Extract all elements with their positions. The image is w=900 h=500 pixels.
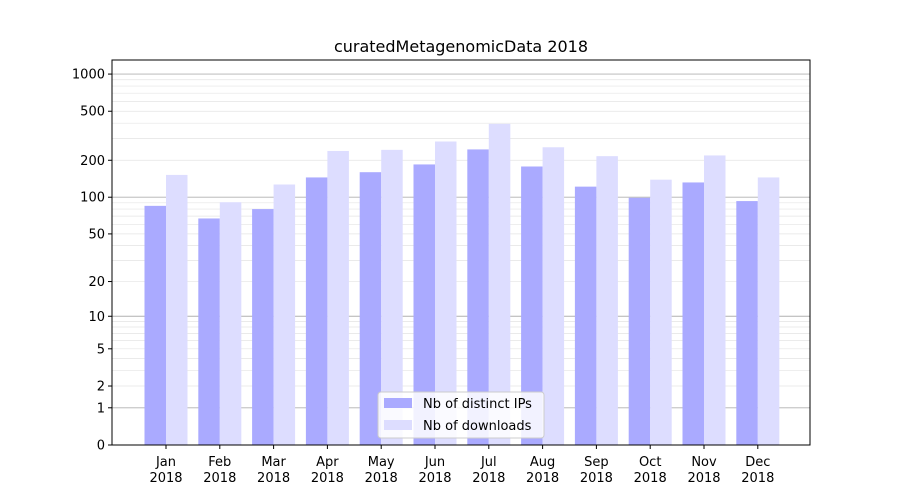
x-tick-label-year: 2018: [149, 471, 182, 486]
legend-swatch-downloads: [384, 420, 412, 430]
x-tick-label-year: 2018: [365, 471, 398, 486]
bar-downloads-aug: [542, 147, 565, 445]
y-tick-label: 1000: [72, 68, 105, 83]
x-tick-label-year: 2018: [687, 471, 720, 486]
bar-downloads-sep: [596, 156, 618, 446]
x-tick-label-month: Jul: [480, 455, 497, 470]
y-tick-label: 50: [88, 227, 105, 242]
bar-distinct-ips-dec: [736, 201, 758, 445]
y-tick-label: 2: [97, 380, 105, 395]
bar-downloads-jul: [488, 123, 511, 445]
x-tick-label-month: Nov: [691, 455, 717, 470]
bar-layer: [144, 123, 780, 446]
x-tick-label-year: 2018: [634, 471, 667, 486]
y-tick-label: 500: [80, 105, 105, 120]
bar-distinct-ips-jan: [144, 205, 166, 445]
legend-label-distinct-ips: Nb of distinct IPs: [423, 397, 532, 412]
x-tick-label-month: May: [368, 455, 395, 470]
bar-downloads-mar: [273, 184, 296, 446]
bar-distinct-ips-may: [359, 172, 382, 446]
bar-downloads-oct: [650, 179, 672, 446]
x-tick-label-month: Apr: [316, 455, 339, 470]
legend-label-downloads: Nb of downloads: [423, 419, 532, 434]
bar-downloads-apr: [327, 150, 349, 446]
bar-downloads-jun: [435, 141, 457, 446]
x-tick-label-month: Oct: [639, 455, 661, 470]
y-axis: 0 1 2 5 10 20 50 100 200 500 1000: [72, 68, 112, 454]
x-tick-label-year: 2018: [741, 471, 774, 486]
legend-swatch-distinct-ips: [384, 398, 412, 408]
bar-downloads-nov: [704, 155, 726, 445]
bar-downloads-feb: [219, 202, 242, 445]
y-tick-label: 0: [97, 439, 105, 454]
y-tick-label: 200: [80, 154, 105, 169]
y-tick-label: 20: [88, 275, 105, 290]
plot-frame: [111, 59, 811, 446]
x-tick-label-month: Aug: [530, 455, 555, 470]
x-axis: Jan2018Feb2018Mar2018Apr2018May2018Jun20…: [149, 445, 774, 486]
x-tick-label-year: 2018: [580, 471, 613, 486]
bar-distinct-ips-nov: [682, 182, 704, 446]
bar-distinct-ips-feb: [198, 218, 220, 445]
x-tick-label-year: 2018: [472, 471, 505, 486]
bar-distinct-ips-sep: [574, 186, 597, 445]
x-tick-label-year: 2018: [526, 471, 559, 486]
bar-distinct-ips-apr: [305, 177, 328, 445]
x-tick-label-year: 2018: [418, 471, 451, 486]
bar-distinct-ips-aug: [521, 166, 543, 446]
x-tick-label-month: Mar: [261, 455, 286, 470]
y-tick-label: 100: [80, 191, 105, 206]
x-tick-label-year: 2018: [257, 471, 290, 486]
x-tick-label-month: Jun: [424, 455, 445, 470]
x-tick-label-month: Jan: [155, 455, 176, 470]
bar-distinct-ips-jul: [467, 149, 489, 445]
x-tick-label-year: 2018: [311, 471, 344, 486]
bar-downloads-may: [381, 149, 403, 445]
x-tick-label-month: Feb: [208, 455, 231, 470]
x-tick-label-year: 2018: [203, 471, 236, 486]
bar-distinct-ips-mar: [252, 209, 274, 445]
legend-box: [377, 391, 545, 439]
y-tick-label: 10: [88, 310, 105, 325]
y-tick-label: 1: [97, 401, 105, 416]
bar-downloads-dec: [757, 177, 780, 445]
bar-downloads-jan: [166, 174, 188, 445]
x-tick-label-month: Sep: [584, 455, 609, 470]
legend: Nb of distinct IPs Nb of downloads: [377, 391, 545, 439]
bar-distinct-ips-oct: [628, 197, 651, 445]
bar-distinct-ips-jun: [413, 164, 435, 446]
y-tick-label: 5: [97, 342, 105, 357]
chart-title: curatedMetagenomicData 2018: [334, 37, 588, 56]
x-tick-label-month: Dec: [745, 455, 770, 470]
